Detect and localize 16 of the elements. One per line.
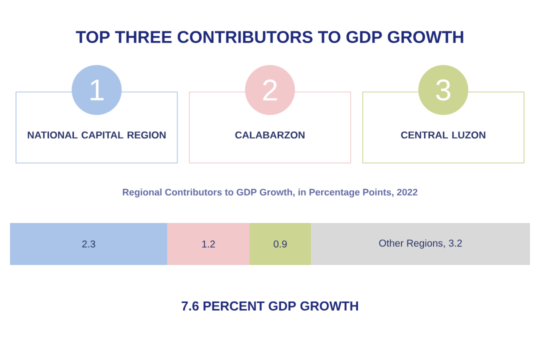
bar xyxy=(249,223,312,265)
chart-title: TOP THREE CONTRIBUTORS TO GDP GROWTH xyxy=(76,31,464,43)
data-label: 1.2 xyxy=(202,240,215,248)
text: 3 xyxy=(436,79,450,101)
bar xyxy=(10,223,168,265)
data-label: 2.3 xyxy=(82,240,96,248)
text: 7.6 PERCENT GDP GROWTH xyxy=(182,301,358,311)
text: CENTRAL LUZON xyxy=(401,131,486,139)
data-label: 0.9 xyxy=(274,240,287,248)
chart-subtitle: Regional Contributors to GDP Growth, in Percentage Points, 2022 xyxy=(122,188,418,198)
text: NATIONAL CAPITAL REGION xyxy=(28,131,166,139)
data-label: Other Regions, 3.2 xyxy=(379,239,462,249)
bar xyxy=(167,223,250,265)
bar xyxy=(311,223,530,265)
text: 1 xyxy=(90,80,104,100)
text: CALABARZON xyxy=(235,131,304,139)
